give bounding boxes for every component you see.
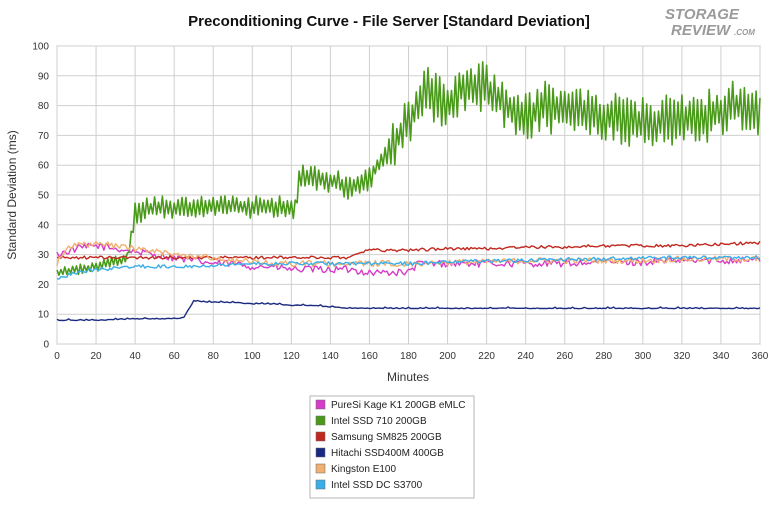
chart-title: Preconditioning Curve - File Server [Sta… (188, 13, 590, 30)
legend-swatch (315, 447, 326, 458)
legend-label: Intel SSD 710 200GB (331, 416, 427, 427)
y-tick-label: 10 (38, 310, 50, 321)
y-tick-label: 40 (38, 220, 50, 231)
x-tick-label: 140 (322, 351, 339, 362)
y-tick-label: 90 (38, 71, 50, 82)
x-tick-label: 40 (130, 351, 142, 362)
x-tick-label: 220 (478, 351, 495, 362)
legend-items: PureSi Kage K1 200GB eMLC Intel SSD 710 2… (315, 399, 466, 491)
legend-swatch (315, 399, 326, 410)
logo-text-suffix: .COM (734, 28, 755, 37)
x-tick-label: 20 (90, 351, 102, 362)
x-tick-label: 280 (595, 351, 612, 362)
x-tick-label: 100 (244, 351, 261, 362)
tick-labels: 0 10 20 30 40 50 60 70 80 90 100 0 20 40 60 80 100 120 140… (32, 42, 768, 363)
y-axis-label: Standard Deviation (ms) (5, 130, 19, 259)
y-tick-label: 20 (38, 280, 50, 291)
x-tick-label: 240 (517, 351, 534, 362)
logo-text-line2: REVIEW (671, 22, 732, 39)
legend-swatch (315, 463, 326, 474)
legend-label: PureSi Kage K1 200GB eMLC (331, 400, 466, 411)
x-tick-label: 0 (54, 351, 60, 362)
x-tick-label: 120 (283, 351, 300, 362)
x-tick-label: 60 (169, 351, 181, 362)
legend-swatch (315, 431, 326, 442)
x-tick-label: 260 (556, 351, 573, 362)
y-tick-label: 30 (38, 250, 50, 261)
series-line (56, 240, 761, 260)
legend-label: Intel SSD DC S3700 (331, 480, 423, 491)
legend-swatch (315, 479, 326, 490)
series-line (56, 255, 760, 280)
legend-label: Kingston E100 (331, 464, 396, 475)
series-line (56, 299, 761, 322)
x-tick-label: 180 (400, 351, 417, 362)
x-tick-label: 340 (713, 351, 730, 362)
series-line (56, 61, 761, 276)
storagereview-logo: STORAGE REVIEW .COM (665, 6, 755, 39)
legend (309, 395, 475, 499)
x-tick-label: 160 (361, 351, 378, 362)
x-tick-label: 300 (634, 351, 651, 362)
legend-swatch (315, 415, 326, 426)
grid (56, 45, 761, 345)
x-axis-label: Minutes (387, 370, 429, 384)
series-lines (56, 61, 761, 322)
x-tick-label: 360 (752, 351, 769, 362)
y-tick-label: 0 (43, 340, 49, 351)
y-tick-label: 70 (38, 131, 50, 142)
legend-label: Samsung SM825 200GB (331, 432, 442, 443)
y-tick-label: 100 (32, 42, 49, 53)
logo-text-line1: STORAGE (665, 6, 740, 23)
x-tick-label: 200 (439, 351, 456, 362)
x-tick-label: 320 (674, 351, 691, 362)
y-tick-label: 80 (38, 101, 50, 112)
y-tick-label: 50 (38, 191, 50, 202)
y-tick-label: 60 (38, 161, 50, 172)
legend-label: Hitachi SSD400M 400GB (331, 448, 444, 459)
x-tick-label: 80 (208, 351, 220, 362)
